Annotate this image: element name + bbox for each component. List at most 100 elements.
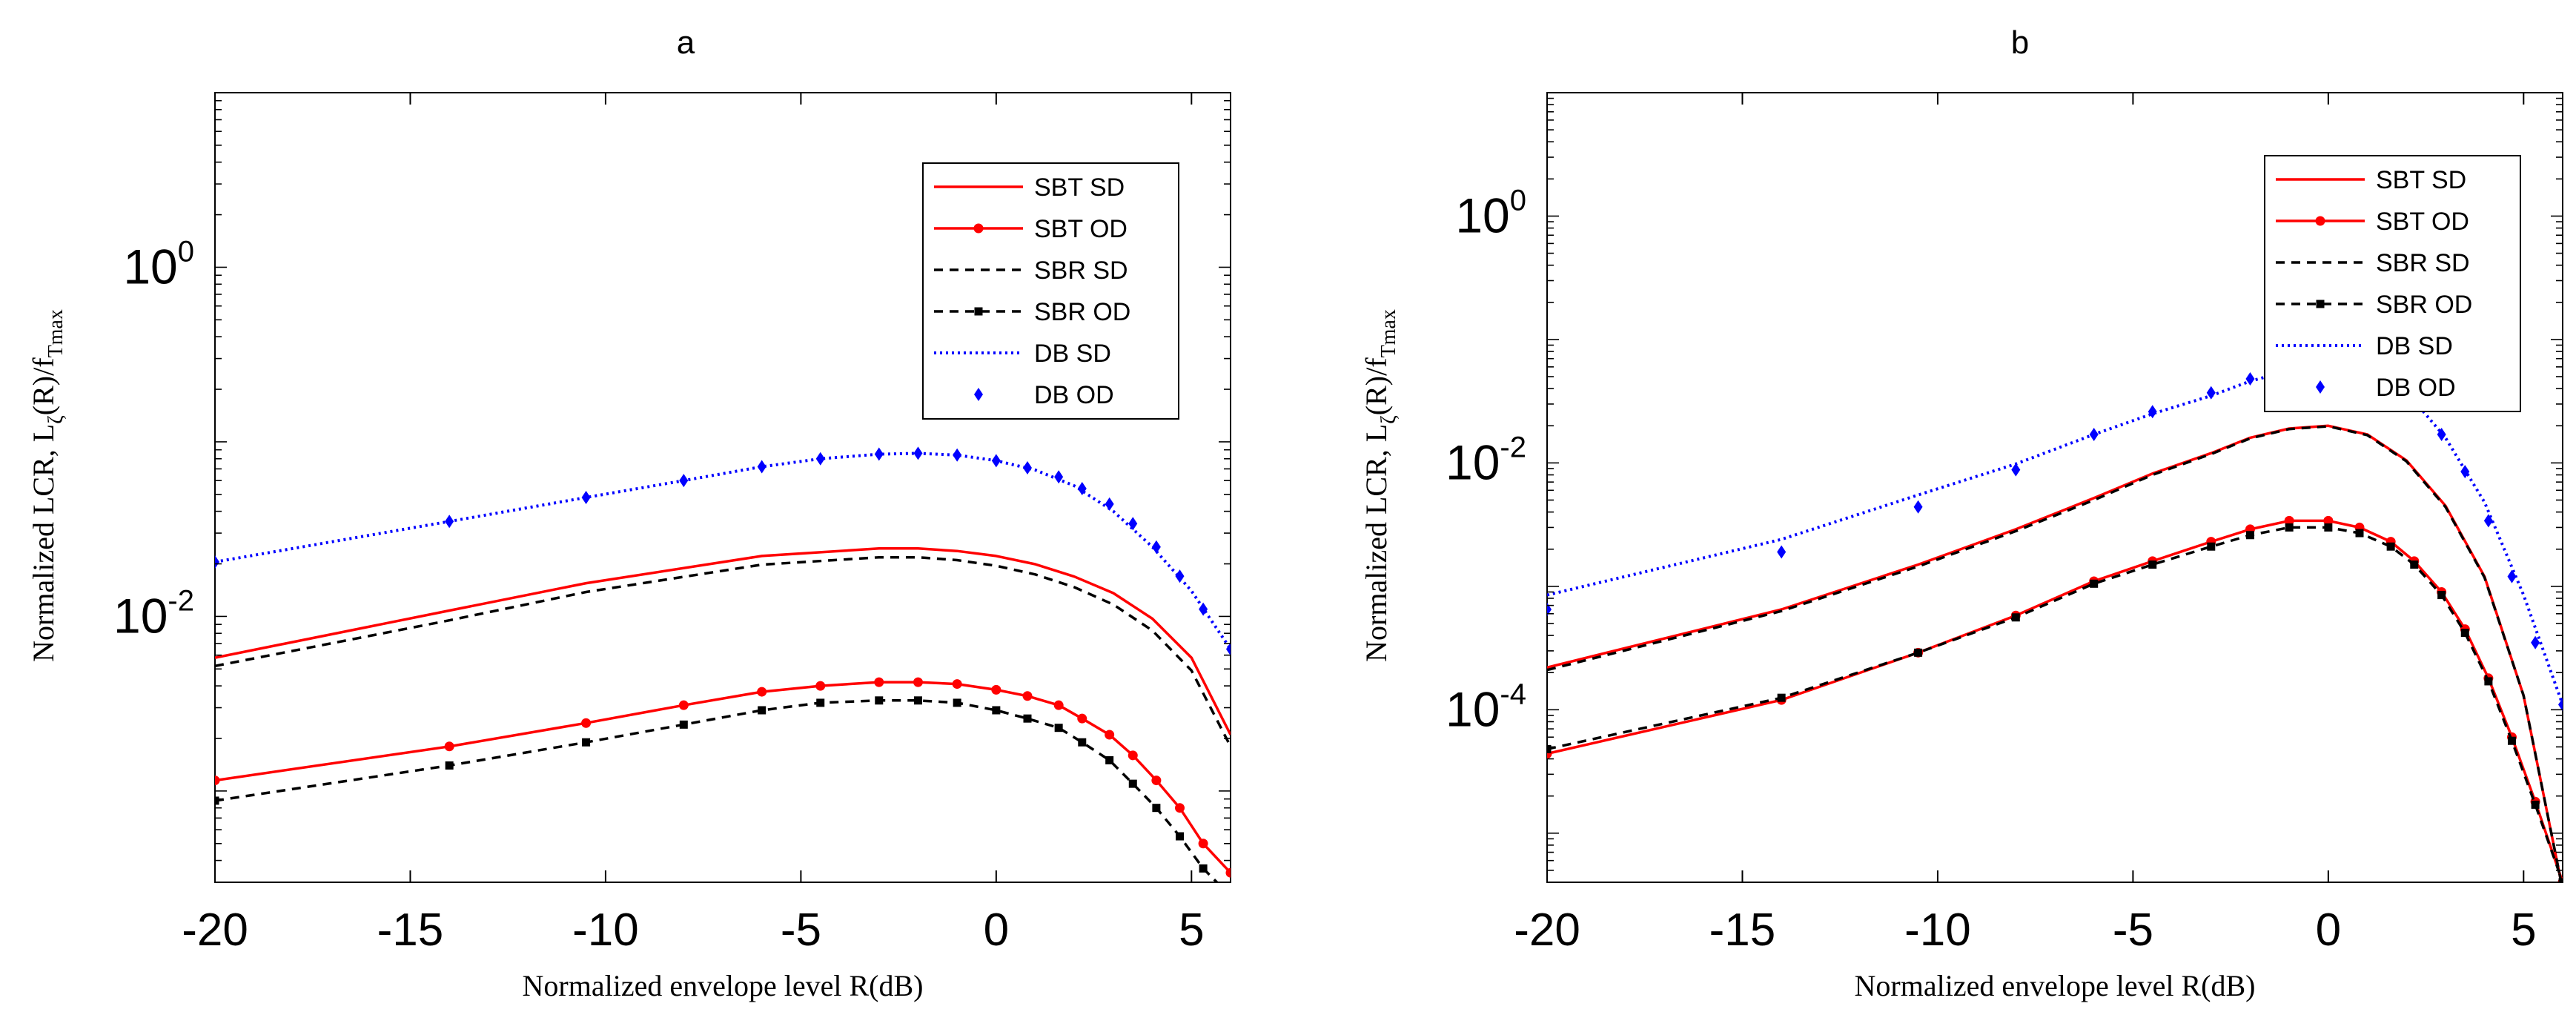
- data-point-sbr-od-15: [1152, 804, 1161, 813]
- legend-item: DB SD: [934, 340, 1111, 368]
- data-point-db-od-4: [757, 460, 766, 474]
- x-tick-label: -20: [1514, 905, 1580, 956]
- data-point-db-od-8: [953, 448, 962, 462]
- data-point-sbt-od-2: [581, 718, 592, 728]
- legend-label: SBT SD: [1034, 173, 1125, 202]
- data-point-sbr-od-13: [1105, 755, 1114, 764]
- y-tick-label: 10-2: [1446, 431, 1526, 489]
- data-point-sbr-od-17: [2531, 800, 2540, 809]
- x-tick-label: 0: [2316, 905, 2341, 956]
- series-db-od: [215, 446, 1231, 656]
- legend-item: SBT SD: [2276, 166, 2466, 194]
- data-point-sbr-od-18: [1227, 892, 1235, 900]
- data-point-db-od-13: [2437, 428, 2446, 442]
- x-tick-label: 0: [984, 905, 1009, 956]
- data-point-sbt-od-4: [757, 687, 767, 697]
- x-tick-label: -10: [572, 905, 639, 956]
- data-point-sbt-od-18: [1225, 867, 1231, 878]
- data-point-sbt-od-9: [2323, 515, 2334, 526]
- data-point-db-od-16: [1175, 569, 1185, 583]
- y-tick-label: 10-2: [113, 584, 194, 643]
- legend-entries-a: SBT SD SBT OD SBR SD SBR OD DB SD DB OD: [934, 173, 1130, 409]
- data-point-sbr-od-18: [2558, 878, 2563, 882]
- y-axis-label-a: Normalized LCR, Lζ(R)/fTmax: [27, 309, 67, 662]
- legend-label: SBT OD: [1034, 215, 1128, 243]
- data-point-db-od-6: [2206, 386, 2216, 400]
- series-line-sbt-sd: [215, 547, 1231, 735]
- legend-label: DB SD: [1034, 340, 1111, 368]
- data-point-db-od-17: [2531, 635, 2540, 649]
- data-point-sbr-od-11: [2386, 542, 2395, 551]
- legend-label: SBR OD: [2376, 291, 2472, 319]
- data-point-sbt-od-6: [874, 677, 884, 687]
- chart-panel-a: a -20 -15 -10 -5 0 5 100 10-2 Normalized envelo…: [27, 24, 1235, 1002]
- data-point-sbt-od-5: [815, 681, 826, 691]
- legend-a: SBT SD SBT OD SBR SD SBR OD DB SD DB OD: [922, 162, 1179, 420]
- legend-marker: [2316, 300, 2325, 308]
- legend-label: DB OD: [1034, 381, 1114, 409]
- data-point-sbt-od-17: [1198, 839, 1208, 849]
- data-point-sbr-od-10: [2355, 529, 2364, 538]
- legend-label: SBT OD: [2376, 208, 2469, 236]
- data-point-sbr-od-15: [2484, 677, 2493, 686]
- series-sbt-od: [215, 677, 1231, 878]
- data-point-db-od-14: [2460, 465, 2470, 479]
- data-point-db-od-5: [815, 452, 825, 466]
- legend-label: DB OD: [2376, 374, 2456, 402]
- chart-panel-b: b -20 -15 -10 -5 0 5 100 10-2 10-4 Normalized en…: [1360, 24, 2563, 1002]
- legend-item: DB OD: [974, 381, 1114, 409]
- legend-item: SBT SD: [934, 173, 1125, 202]
- data-point-db-od-18: [2558, 698, 2563, 712]
- data-point-sbt-od-3: [678, 700, 689, 710]
- data-point-db-od-5: [2148, 405, 2157, 419]
- x-axis-label-b: Normalized envelope level R(dB): [1855, 969, 2256, 1002]
- data-point-sbr-od-12: [1078, 738, 1087, 747]
- data-point-db-od-17: [1199, 602, 1208, 616]
- data-point-sbr-od-13: [2437, 591, 2446, 600]
- data-point-sbr-od-1: [445, 761, 454, 770]
- x-tick-label: -5: [2113, 905, 2153, 956]
- x-tick-label: -15: [377, 905, 444, 956]
- data-point-sbt-od-13: [1105, 730, 1115, 740]
- series-line-sbt-sd: [1547, 424, 2563, 882]
- data-point-sbt-od-7: [913, 677, 923, 687]
- series-line-db-sd: [215, 452, 1231, 650]
- data-point-db-od-3: [679, 474, 689, 488]
- x-tick-label: -5: [781, 905, 821, 956]
- data-point-sbt-od-9: [991, 684, 1001, 695]
- data-point-sbr-od-5: [816, 698, 825, 707]
- series-sbt-sd: [215, 547, 1231, 735]
- data-point-sbr-od-7: [913, 696, 922, 705]
- x-axis-label-a: Normalized envelope level R(dB): [523, 969, 924, 1002]
- data-point-db-od-2: [581, 490, 591, 504]
- series-line-sbr-sd: [215, 555, 1231, 747]
- x-tick-label: -15: [1709, 905, 1776, 956]
- legend-item: DB SD: [2276, 332, 2453, 360]
- data-point-sbr-od-6: [2207, 542, 2216, 551]
- x-tick-label: 5: [1179, 905, 1204, 956]
- data-point-db-od-11: [1054, 470, 1064, 484]
- legend-label: SBR SD: [1034, 257, 1128, 285]
- data-point-sbr-od-17: [1199, 864, 1208, 873]
- data-point-sbr-od-16: [2508, 736, 2516, 745]
- x-tick-label: -20: [182, 905, 248, 956]
- legend-label: SBT SD: [2376, 166, 2466, 194]
- data-point-sbr-od-9: [2324, 523, 2333, 532]
- chart-title-b: b: [2011, 24, 2029, 61]
- data-point-db-od-13: [1105, 497, 1114, 511]
- legend-item: SBR OD: [934, 298, 1130, 326]
- tick-layer-a: -20 -15 -10 -5 0 5 100 10-2: [113, 92, 1231, 956]
- data-point-sbr-od-5: [2148, 561, 2157, 569]
- data-point-sbr-od-0: [1547, 744, 1552, 753]
- legend-marker: [974, 388, 983, 401]
- data-point-sbr-od-2: [1914, 648, 1923, 657]
- data-point-db-od-6: [874, 447, 884, 461]
- y-tick-label: 10-4: [1446, 678, 1526, 736]
- legend-marker: [973, 223, 984, 234]
- data-point-sbr-od-7: [2245, 531, 2254, 540]
- data-point-db-od-1: [445, 515, 454, 529]
- data-point-db-od-12: [1077, 481, 1087, 495]
- data-point-sbr-od-16: [1176, 832, 1184, 841]
- data-point-sbt-od-16: [1175, 803, 1185, 813]
- data-point-db-od-15: [1151, 540, 1161, 554]
